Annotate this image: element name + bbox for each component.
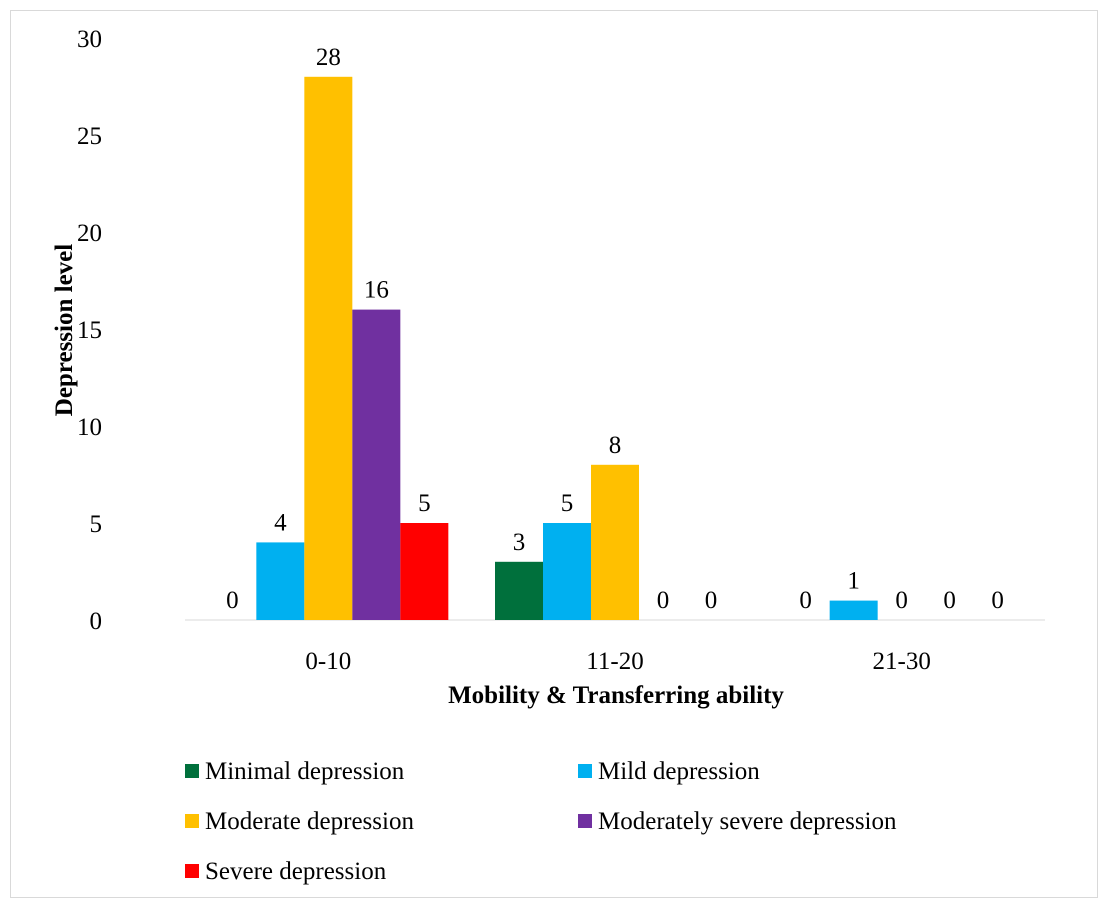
y-tick-label: 25 (77, 123, 102, 150)
legend-label: Severe depression (205, 858, 387, 885)
data-label: 8 (609, 432, 622, 459)
x-tick-label: 11-20 (586, 648, 643, 675)
bar (256, 542, 305, 620)
legend-swatch (578, 764, 592, 778)
y-tick-label: 0 (90, 608, 103, 635)
legend-label: Minimal depression (205, 758, 405, 785)
y-tick-label: 10 (77, 414, 102, 441)
legend-swatch (578, 814, 592, 828)
data-label: 0 (943, 587, 956, 614)
data-label: 0 (895, 587, 908, 614)
data-labels: 0 4 28 16 5 3 5 8 0 0 0 1 0 0 0 (226, 44, 1004, 614)
data-label: 1 (847, 568, 860, 595)
data-label: 0 (991, 587, 1004, 614)
data-label: 0 (799, 587, 812, 614)
data-label: 0 (705, 587, 718, 614)
data-label: 3 (513, 529, 526, 556)
bar (495, 561, 543, 620)
bar (304, 76, 353, 621)
data-label: 4 (274, 509, 287, 536)
x-axis-ticks: 0-10 11-20 21-30 (305, 648, 930, 675)
legend-label: Mild depression (598, 758, 760, 785)
y-tick-label: 20 (77, 220, 102, 247)
y-tick-label: 15 (77, 317, 102, 344)
legend: Minimal depression Mild depression Moderat… (185, 758, 897, 885)
legend-label: Moderate depression (205, 808, 414, 835)
x-tick-label: 21-30 (873, 648, 931, 675)
legend-swatch (185, 864, 199, 878)
y-tick-label: 30 (77, 26, 102, 53)
data-label: 5 (561, 490, 574, 517)
y-axis-title: Depression level (51, 244, 78, 416)
data-label: 0 (226, 587, 239, 614)
data-label: 0 (657, 587, 670, 614)
bar (400, 523, 449, 620)
bar (352, 309, 401, 620)
legend-swatch (185, 764, 199, 778)
legend-label: Moderately severe depression (598, 808, 897, 835)
bar (591, 464, 639, 620)
legend-swatch (185, 814, 199, 828)
chart-frame (10, 10, 1098, 898)
data-label: 5 (418, 490, 431, 517)
data-label: 28 (316, 44, 341, 71)
y-axis-ticks: 0 5 10 15 20 25 30 (77, 26, 102, 635)
bar (543, 523, 591, 620)
y-tick-label: 5 (90, 511, 103, 538)
bars (256, 76, 878, 621)
data-label: 16 (364, 277, 389, 304)
x-tick-label: 0-10 (305, 648, 351, 675)
x-axis-title: Mobility & Transferring ability (448, 682, 784, 709)
bar (829, 600, 878, 620)
